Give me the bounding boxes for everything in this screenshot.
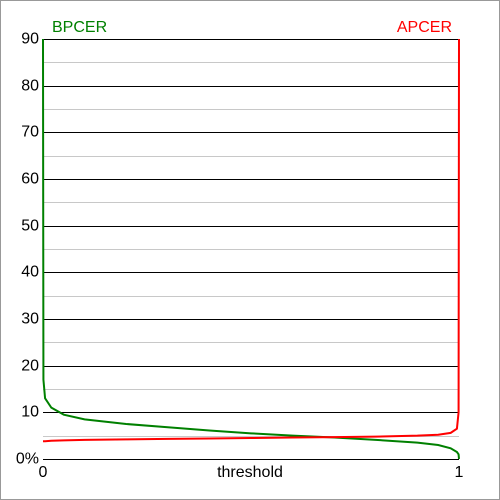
y-tick-label: 40 <box>21 264 39 281</box>
y-tick-label: 60 <box>21 171 39 188</box>
y-tick-label: 0% <box>16 451 39 468</box>
y-tick-label: 90 <box>21 31 39 48</box>
series-line <box>42 38 460 460</box>
y-tick-label: 50 <box>21 218 39 235</box>
x-tick-label: 0 <box>39 464 48 481</box>
y-tick-label: 20 <box>21 358 39 375</box>
x-axis-label: threshold <box>217 464 283 481</box>
y-tick-label: 70 <box>21 124 39 141</box>
legend-label: BPCER <box>52 19 107 36</box>
legend-label: APCER <box>397 19 452 36</box>
y-tick-label: 10 <box>21 404 39 421</box>
x-tick-label: 1 <box>455 464 464 481</box>
series-line <box>43 38 460 443</box>
y-tick-label: 30 <box>21 311 39 328</box>
y-tick-label: 80 <box>21 78 39 95</box>
